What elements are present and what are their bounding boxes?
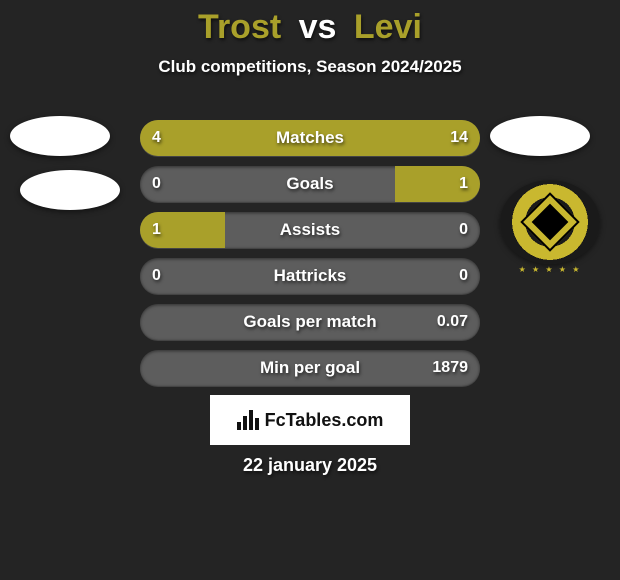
stats-bars: Matches414 Goals01 Assists10 Hattricks00 Goa… bbox=[140, 120, 480, 396]
stat-bar-fill-right bbox=[215, 120, 480, 156]
title-player1: Trost bbox=[198, 8, 281, 46]
stat-bar-track bbox=[140, 120, 480, 156]
subtitle: Club competitions, Season 2024/2025 bbox=[0, 57, 620, 77]
stat-row: Matches414 bbox=[140, 120, 480, 156]
stat-row: Goals01 bbox=[140, 166, 480, 202]
title-vs: vs bbox=[299, 8, 337, 46]
player2-avatar bbox=[490, 116, 590, 156]
stat-row: Min per goal1879 bbox=[140, 350, 480, 386]
snapshot-date: 22 january 2025 bbox=[0, 455, 620, 476]
crest-stars-icon: ★ ★ ★ ★ ★ bbox=[500, 265, 600, 274]
stat-bar-fill-left bbox=[140, 212, 225, 248]
stat-row: Goals per match0.07 bbox=[140, 304, 480, 340]
logo-bars-icon bbox=[237, 410, 259, 430]
stat-bar-fill-left bbox=[140, 120, 215, 156]
player1-avatar bbox=[10, 116, 110, 156]
logo-text: FcTables.com bbox=[265, 410, 384, 431]
stat-bar-track bbox=[140, 166, 480, 202]
stat-bar-fill-right bbox=[395, 166, 480, 202]
fctables-logo[interactable]: FcTables.com bbox=[210, 395, 410, 445]
crest-diamond-icon bbox=[520, 192, 579, 251]
content-root: Trost vs Levi Club competitions, Season … bbox=[0, 0, 620, 580]
stat-row: Assists10 bbox=[140, 212, 480, 248]
player1-club-crest bbox=[20, 170, 120, 210]
stat-row: Hattricks00 bbox=[140, 258, 480, 294]
stat-bar-track bbox=[140, 212, 480, 248]
comparison-title: Trost vs Levi bbox=[0, 0, 620, 47]
stat-bar-track bbox=[140, 304, 480, 340]
player2-club-crest: ★ ★ ★ ★ ★ bbox=[500, 180, 600, 264]
title-player2: Levi bbox=[354, 8, 422, 46]
stat-bar-track bbox=[140, 258, 480, 294]
stat-bar-track bbox=[140, 350, 480, 386]
